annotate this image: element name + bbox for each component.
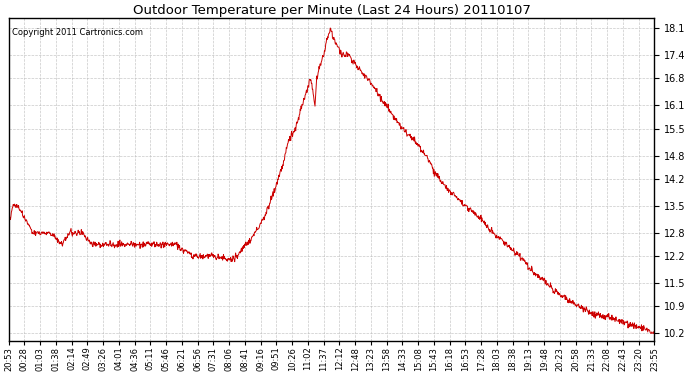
Title: Outdoor Temperature per Minute (Last 24 Hours) 20110107: Outdoor Temperature per Minute (Last 24 … xyxy=(132,4,531,17)
Text: Copyright 2011 Cartronics.com: Copyright 2011 Cartronics.com xyxy=(12,28,143,37)
